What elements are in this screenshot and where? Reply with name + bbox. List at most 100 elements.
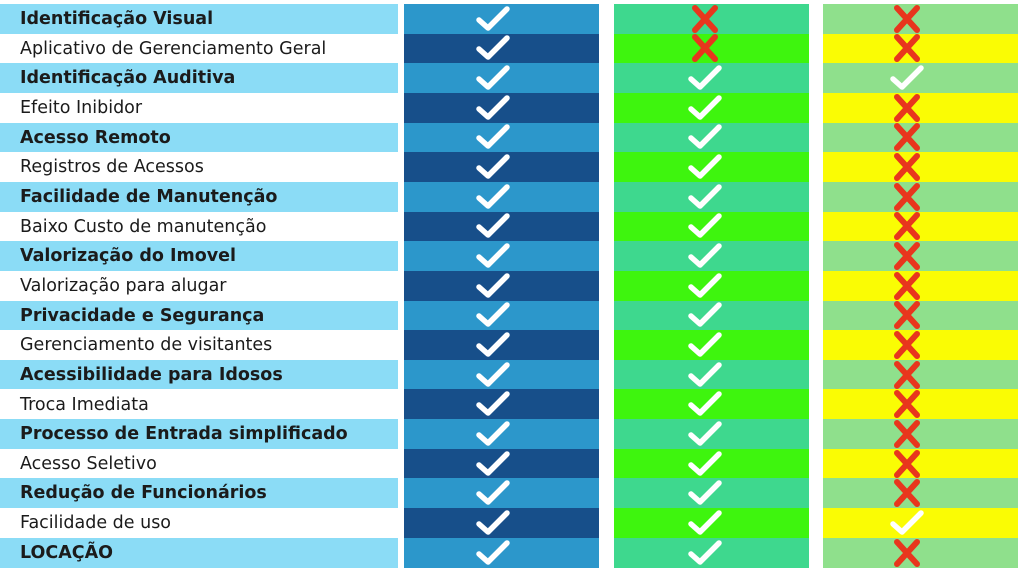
check-icon bbox=[687, 94, 723, 122]
check-icon bbox=[475, 390, 511, 418]
check-icon bbox=[475, 212, 511, 240]
feature-label: Baixo Custo de manutenção bbox=[0, 211, 398, 242]
option-2-cell bbox=[614, 270, 809, 301]
feature-label: Acesso Remoto bbox=[0, 122, 398, 153]
cross-icon bbox=[687, 34, 723, 63]
option-2-cell bbox=[614, 389, 809, 420]
check-icon bbox=[475, 123, 511, 151]
check-icon bbox=[687, 123, 723, 151]
option-3-cell bbox=[823, 330, 1018, 361]
option-2-cell bbox=[614, 478, 809, 509]
option-1-cell bbox=[404, 211, 599, 242]
option-3-cell bbox=[823, 33, 1018, 64]
option-3-cell bbox=[823, 92, 1018, 124]
option-3-cell bbox=[823, 537, 1018, 568]
cross-icon bbox=[889, 182, 925, 211]
option-1-cell bbox=[404, 537, 599, 568]
option-1-cell bbox=[404, 389, 599, 420]
option-3-cell bbox=[823, 152, 1018, 183]
feature-label: Redução de Funcionários bbox=[0, 478, 398, 509]
option-2-cell bbox=[614, 4, 809, 35]
cross-icon bbox=[889, 538, 925, 567]
check-icon bbox=[475, 479, 511, 507]
feature-label: Privacidade e Segurança bbox=[0, 300, 398, 331]
feature-label: Identificação Auditiva bbox=[0, 63, 398, 94]
check-icon bbox=[687, 361, 723, 389]
option-3-cell bbox=[823, 448, 1018, 479]
option-1-cell bbox=[404, 359, 599, 390]
option-1-cell bbox=[404, 330, 599, 361]
feature-label: LOCAÇÃO bbox=[0, 537, 398, 568]
option-1-cell bbox=[404, 300, 599, 331]
check-icon bbox=[475, 450, 511, 478]
check-icon bbox=[475, 331, 511, 359]
check-icon bbox=[889, 64, 925, 92]
cross-icon bbox=[889, 301, 925, 330]
cross-icon bbox=[889, 4, 925, 33]
check-icon bbox=[687, 331, 723, 359]
check-icon bbox=[687, 420, 723, 448]
feature-label: Processo de Entrada simplificado bbox=[0, 419, 398, 450]
option-2-cell bbox=[614, 152, 809, 183]
check-icon bbox=[475, 420, 511, 448]
option-1-cell bbox=[404, 152, 599, 183]
check-icon bbox=[687, 301, 723, 329]
cross-icon bbox=[889, 153, 925, 182]
cross-icon bbox=[889, 34, 925, 63]
cross-icon bbox=[889, 419, 925, 448]
option-1-cell bbox=[404, 241, 599, 272]
check-icon bbox=[687, 272, 723, 300]
check-icon bbox=[475, 509, 511, 537]
option-3-cell bbox=[823, 4, 1018, 35]
option-2-cell bbox=[614, 63, 809, 94]
option-1-cell bbox=[404, 448, 599, 479]
option-2-cell bbox=[614, 537, 809, 568]
option-2-cell bbox=[614, 211, 809, 242]
check-icon bbox=[687, 212, 723, 240]
cross-icon bbox=[889, 390, 925, 419]
check-icon bbox=[687, 539, 723, 567]
cross-icon bbox=[889, 123, 925, 152]
option-3-cell bbox=[823, 181, 1018, 213]
cross-icon bbox=[889, 479, 925, 508]
option-2-cell bbox=[614, 241, 809, 272]
cross-icon bbox=[687, 4, 723, 33]
feature-label: Registros de Acessos bbox=[0, 152, 398, 183]
option-2-cell bbox=[614, 508, 809, 539]
option-1-cell bbox=[404, 478, 599, 509]
feature-label: Aplicativo de Gerenciamento Geral bbox=[0, 33, 398, 64]
check-icon bbox=[475, 272, 511, 300]
feature-label: Valorização do Imovel bbox=[0, 241, 398, 272]
option-3-cell bbox=[823, 508, 1018, 539]
feature-label: Identificação Visual bbox=[0, 4, 398, 35]
feature-label: Acessibilidade para Idosos bbox=[0, 359, 398, 390]
cross-icon bbox=[889, 93, 925, 122]
option-2-cell bbox=[614, 92, 809, 124]
check-icon bbox=[475, 301, 511, 329]
check-icon bbox=[687, 509, 723, 537]
check-icon bbox=[475, 539, 511, 567]
check-icon bbox=[889, 509, 925, 537]
cross-icon bbox=[889, 271, 925, 300]
option-2-cell bbox=[614, 300, 809, 331]
check-icon bbox=[687, 64, 723, 92]
option-3-cell bbox=[823, 300, 1018, 331]
option-3-cell bbox=[823, 270, 1018, 301]
cross-icon bbox=[889, 330, 925, 359]
feature-label: Valorização para alugar bbox=[0, 270, 398, 301]
option-3-cell bbox=[823, 211, 1018, 242]
option-1-cell bbox=[404, 181, 599, 213]
option-1-cell bbox=[404, 92, 599, 124]
check-icon bbox=[475, 64, 511, 92]
option-1-cell bbox=[404, 419, 599, 450]
option-2-cell bbox=[614, 181, 809, 213]
feature-label: Gerenciamento de visitantes bbox=[0, 330, 398, 361]
feature-label: Facilidade de Manutenção bbox=[0, 181, 398, 213]
check-icon bbox=[475, 34, 511, 62]
option-2-cell bbox=[614, 122, 809, 153]
check-icon bbox=[475, 94, 511, 122]
check-icon bbox=[475, 183, 511, 211]
cross-icon bbox=[889, 212, 925, 241]
check-icon bbox=[475, 361, 511, 389]
